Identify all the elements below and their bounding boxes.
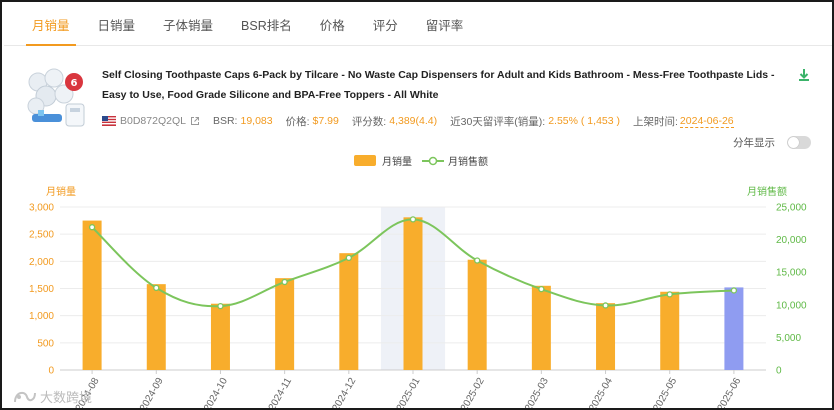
tab-bar: 月销量 日销量 子体销量 BSR排名 价格 评分 留评率	[4, 4, 832, 46]
y-axis-title-left: 月销量	[46, 187, 76, 198]
x-tick-label: 2025-05	[651, 376, 679, 410]
reviews-item: 评分数: 4,389(4.4)	[352, 114, 437, 129]
legend-item-sales-revenue[interactable]: 月销售额	[422, 153, 488, 168]
external-link-icon[interactable]	[190, 116, 200, 126]
review-rate-item: 近30天留评率(销量): 2.55% ( 1,453 )	[450, 114, 620, 129]
tab-price[interactable]: 价格	[319, 19, 345, 33]
revenue-point-2025-05	[666, 291, 673, 298]
x-tick-label: 2025-04	[587, 376, 615, 410]
tab-variant-sales[interactable]: 子体销量	[163, 19, 214, 33]
revenue-point-2024-11	[281, 278, 288, 286]
legend-line-swatch	[422, 156, 444, 165]
revenue-point-2025-02	[474, 257, 481, 264]
download-icon[interactable]	[796, 67, 812, 83]
bar-2024-09	[146, 284, 166, 370]
launch-label: 上架时间:	[633, 115, 678, 128]
product-image[interactable]: 6	[24, 66, 88, 130]
launch-date-item: 上架时间: 2024-06-26	[633, 114, 734, 129]
y-tick-label-right: 25,000	[776, 203, 807, 214]
bar-2024-11	[275, 278, 295, 370]
watermark: 大数跨境	[12, 387, 92, 406]
y-tick-label-right: 10,000	[776, 300, 807, 311]
x-tick-label: 2024-11	[267, 376, 295, 410]
asin-value[interactable]: B0D872Q2QL	[120, 115, 186, 127]
review-rate-label: 近30天留评率(销量):	[450, 115, 546, 128]
y-tick-label-left: 2,000	[29, 257, 54, 268]
price-value: $7.99	[312, 115, 339, 127]
reviews-label: 评分数:	[351, 115, 387, 128]
y-axis-title-right: 月销售额	[747, 187, 787, 198]
tab-rating[interactable]: 评分	[372, 19, 398, 33]
revenue-point-2024-10	[217, 302, 224, 310]
x-tick-label: 2024-09	[138, 376, 166, 410]
price-label: 价格:	[285, 115, 310, 128]
y-tick-label-right: 15,000	[776, 268, 807, 279]
y-tick-label-right: 5,000	[776, 333, 801, 344]
us-flag-icon	[102, 116, 116, 126]
x-tick-label: 2025-02	[459, 376, 487, 410]
svg-text:6: 6	[71, 78, 78, 89]
bar-2025-06	[724, 287, 744, 370]
reviews-value: 4,389(4.4)	[389, 115, 438, 127]
x-tick-label: 2024-10	[202, 376, 230, 410]
product-title[interactable]: Self Closing Toothpaste Caps 6-Pack by T…	[102, 69, 775, 101]
chart-legend: 月销量 月销售额	[354, 153, 498, 168]
price-item: 价格: $7.99	[286, 114, 339, 129]
revenue-point-2024-09	[153, 284, 160, 291]
revenue-point-2025-04	[602, 302, 609, 309]
revenue-point-2025-06	[730, 287, 738, 294]
bar-2025-03	[531, 285, 551, 370]
watermark-text: 大数跨境	[40, 390, 93, 405]
revenue-point-2025-01	[409, 216, 417, 223]
bsr-label: BSR:	[212, 115, 238, 127]
bar-2024-10	[210, 303, 230, 370]
tab-bsr-rank[interactable]: BSR排名	[241, 19, 292, 33]
y-tick-label-right: 0	[776, 366, 782, 377]
tab-monthly-sales[interactable]: 月销量	[18, 4, 84, 46]
y-tick-label-left: 1,000	[29, 311, 54, 322]
bar-2025-02	[467, 259, 487, 370]
tab-review-rate[interactable]: 留评率	[425, 19, 464, 33]
review-rate-value: 2.55% ( 1,453 )	[548, 115, 620, 127]
revenue-point-2024-12	[345, 254, 352, 262]
launch-date-value: 2024-06-26	[679, 114, 734, 128]
legend-bar-swatch	[354, 155, 376, 166]
legend-label-sales-revenue: 月销售额	[448, 157, 488, 168]
asin-item: B0D872Q2QL	[102, 115, 200, 127]
tab-daily-sales[interactable]: 日销量	[97, 19, 136, 33]
bar-2025-05	[660, 291, 680, 370]
bsr-value: 19,083	[240, 115, 273, 127]
y-tick-label-left: 3,000	[29, 203, 54, 214]
bar-2025-01	[403, 217, 423, 370]
x-tick-label: 2025-06	[716, 376, 744, 410]
legend-item-sales-volume[interactable]: 月销量	[354, 153, 412, 168]
x-tick-label: 2025-01	[395, 376, 423, 410]
x-tick-label: 2025-03	[523, 376, 551, 410]
bar-2024-08	[82, 220, 102, 370]
legend-label-sales-volume: 月销量	[382, 157, 412, 168]
bsr-item: BSR: 19,083	[213, 115, 273, 127]
toggle-knob	[788, 137, 799, 148]
revenue-point-2024-08	[88, 224, 96, 231]
watermark-logo-icon	[14, 391, 36, 402]
yearly-toggle-label: 分年显示	[733, 137, 775, 149]
revenue-point-2025-03	[538, 286, 545, 293]
product-meta: B0D872Q2QL BSR: 19,083 价格: $7.99 评分数: 4,…	[102, 113, 747, 129]
bar-2024-12	[339, 253, 359, 370]
y-tick-label-left: 500	[37, 338, 54, 349]
y-tick-label-left: 0	[48, 366, 54, 377]
y-tick-label-left: 1,500	[29, 284, 54, 295]
bar-2025-04	[596, 303, 616, 370]
x-tick-label: 2024-12	[330, 376, 358, 410]
y-tick-label-right: 20,000	[776, 235, 807, 246]
yearly-toggle-switch[interactable]	[787, 136, 811, 149]
y-tick-label-left: 2,500	[29, 230, 54, 241]
